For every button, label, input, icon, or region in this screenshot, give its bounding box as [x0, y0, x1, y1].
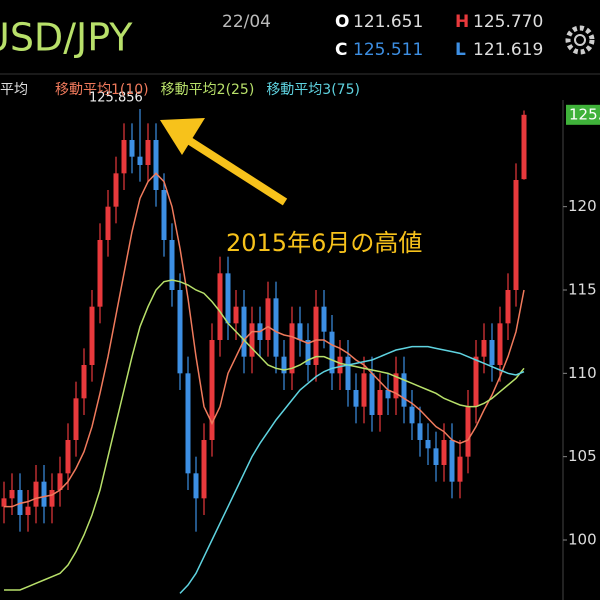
candle-body [33, 481, 39, 507]
candle-body [225, 273, 231, 324]
last-price-label: 125.511 [569, 105, 600, 123]
candle-body [249, 323, 255, 357]
low-label: L [455, 40, 466, 60]
candle-body [385, 390, 391, 399]
moving-average-line [179, 345, 525, 594]
candle-body [281, 356, 287, 374]
candle-body [217, 273, 223, 340]
legend-entry: 移動平均1(10) [55, 82, 149, 98]
candle-body [161, 190, 167, 240]
candle-body [289, 323, 295, 374]
candle-body [297, 323, 303, 340]
candle-body [177, 290, 183, 374]
candle-body [409, 406, 415, 424]
open-value: 121.651 [353, 12, 423, 32]
y-tick-label: 110 [568, 364, 597, 382]
candle-body [209, 340, 215, 440]
open-label: O [335, 12, 349, 32]
candle-body [473, 356, 479, 407]
candle-body [393, 373, 399, 399]
candle-body [417, 423, 423, 440]
candle-body [169, 240, 175, 290]
y-tick-label: 100 [568, 531, 597, 549]
candle-body [265, 298, 271, 340]
candle-body [433, 448, 439, 465]
candle-body [377, 390, 383, 415]
annotation: 2015年6月の高値 [226, 229, 422, 257]
candle-body [321, 306, 327, 332]
settings-icon[interactable] [565, 25, 595, 55]
candle-body [89, 306, 95, 365]
candle-body [1, 498, 7, 507]
candle-body [73, 398, 79, 440]
candle-body [105, 206, 111, 240]
candle-body [505, 290, 511, 324]
candle-body [337, 356, 343, 374]
last-price-box [566, 104, 600, 125]
high-label: H [455, 12, 469, 32]
candle-body [201, 440, 207, 499]
candle-body [329, 331, 335, 374]
close-value: 125.511 [353, 40, 423, 60]
candle-body [457, 456, 463, 482]
candle-body [185, 373, 191, 474]
legend-entry: 移動平均3(75) [266, 82, 360, 98]
candle-body [497, 323, 503, 365]
moving-average-line [4, 172, 525, 508]
candle-body [113, 173, 119, 207]
candle-body [145, 140, 151, 165]
candle-body [81, 365, 87, 399]
candle-body [513, 180, 519, 290]
candle-body [441, 440, 447, 465]
legend-cut: 平均 [0, 82, 28, 98]
y-tick-label: 120 [568, 197, 597, 215]
arrow [160, 118, 288, 206]
candle-body [41, 481, 47, 507]
candle-body [361, 373, 367, 407]
chart-title: USD/JPY [0, 16, 133, 60]
candle-body [137, 156, 143, 165]
candle-body [345, 356, 351, 390]
candle-body [401, 373, 407, 407]
candle-body [369, 373, 375, 415]
candle-body [49, 490, 55, 507]
candle-body [481, 340, 487, 357]
candle-body [25, 506, 31, 515]
candle-body [313, 306, 319, 365]
candle-body [241, 306, 247, 357]
low-value: 121.619 [473, 40, 543, 60]
close-label: C [335, 40, 347, 60]
candle-body [273, 298, 279, 357]
high-value: 125.770 [473, 12, 543, 32]
y-tick-label: 115 [568, 281, 597, 299]
candle-body [65, 440, 71, 474]
candle-body [9, 490, 15, 499]
candle-body [305, 340, 311, 365]
candle-body [97, 240, 103, 307]
candle-body [489, 340, 495, 365]
candle-body [153, 140, 159, 190]
candle-body [129, 140, 135, 157]
candle-body [57, 473, 63, 490]
y-tick-label: 105 [568, 447, 597, 465]
candle-body [449, 440, 455, 482]
candle-body [353, 390, 359, 407]
candle-body [193, 473, 199, 499]
candle-body [465, 406, 471, 457]
candle-body [17, 490, 23, 515]
date: 22/04 [222, 12, 271, 32]
candle-body [425, 440, 431, 449]
legend-entry: 移動平均2(25) [161, 82, 255, 98]
candle-body [233, 306, 239, 324]
annotation-price: 125.856 [89, 91, 143, 106]
moving-average-line [4, 279, 525, 591]
candle-body [121, 140, 127, 174]
candle-body [521, 114, 527, 180]
